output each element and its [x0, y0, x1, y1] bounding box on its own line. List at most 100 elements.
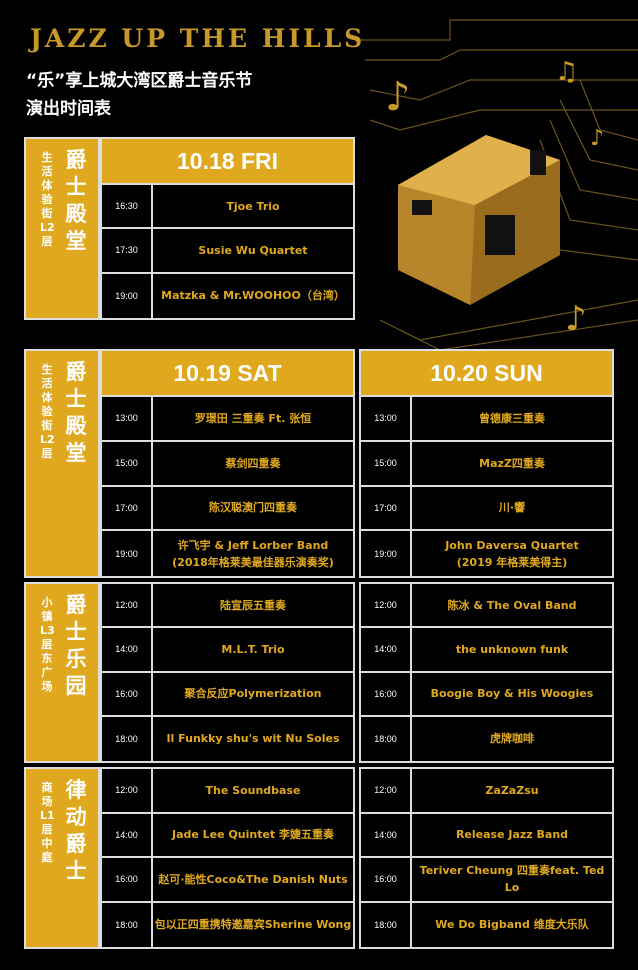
- slot-time: 12:00: [361, 584, 412, 627]
- slot-time: 18:00: [361, 902, 412, 947]
- performer-name: We Do Bigband 维度大乐队: [435, 918, 589, 932]
- slot-time: 15:00: [102, 441, 153, 485]
- slot-time: 14:00: [102, 628, 153, 671]
- slot-time: 16:00: [361, 672, 412, 715]
- slot-time: 17:30: [102, 229, 153, 272]
- schedule-row: 19:00 John Daversa Quartet (2019 年格莱美得主): [361, 531, 612, 576]
- music-note-icons: ♪ ♫ ♪ ♪: [385, 57, 604, 339]
- slot-time: 16:00: [361, 858, 412, 901]
- festival-title: JAZZ UP THE HILLS: [30, 24, 366, 53]
- venue-label: 商场L1层中庭 律动爵士: [24, 767, 100, 949]
- schedule-row: 14:00 Release Jazz Band: [361, 813, 612, 858]
- slot-time: 19:00: [102, 273, 153, 318]
- venue-label: 生活体验街L2层 爵士殿堂: [24, 137, 100, 320]
- slot-time: 18:00: [102, 716, 153, 761]
- slot-time: 14:00: [102, 813, 153, 856]
- slot-time: 19:00: [102, 531, 153, 576]
- slot-time: 17:00: [102, 486, 153, 530]
- svg-text:♪: ♪: [565, 299, 587, 339]
- performer-name: Release Jazz Band: [455, 828, 569, 842]
- schedule-row: 12:00 ZaZaZsu: [361, 769, 612, 814]
- schedule-row: 19:00 Matzka & Mr.WOOHOO（台湾）: [102, 273, 353, 318]
- slot-time: 18:00: [102, 902, 153, 947]
- schedule-row: 12:00 陆宣辰五重奏: [102, 584, 353, 629]
- venue-name: 爵士殿堂: [65, 148, 87, 253]
- schedule-row: 17:00 川·響: [361, 486, 612, 532]
- venue-location: 小镇L3层东广场: [40, 596, 55, 693]
- performer-name: the unknown funk: [455, 642, 569, 656]
- venue-label: 生活体验街L2层 爵士殿堂: [24, 349, 100, 578]
- performer-name: 陈冰 & The Oval Band: [447, 598, 577, 612]
- venue-section: 生活体验街L2层 爵士殿堂 10.18 FRI 16:30 Tjoe Trio 17:30…: [24, 137, 355, 320]
- performer-name: 曾德康三重奏: [479, 411, 545, 425]
- slot-time: 12:00: [102, 584, 153, 627]
- schedule-row: 18:00 虎牌咖啡: [361, 716, 612, 761]
- day-column: 12:00 陆宣辰五重奏 14:00 M.L.T. Trio 16:00 聚合反应Poly…: [100, 582, 355, 763]
- performer-name: Il Funkky shu's wit Nu Soles: [166, 732, 340, 746]
- performer-name: 许飞宇 & Jeff Lorber Band (2018年格莱美最佳器乐演奏奖): [172, 538, 334, 569]
- day-column: 12:00 ZaZaZsu 14:00 Release Jazz Band 16:00 T…: [359, 767, 614, 949]
- slot-time: 16:00: [102, 672, 153, 715]
- schedule-row: 18:00 We Do Bigband 维度大乐队: [361, 902, 612, 947]
- performer-name: 聚合反应Polymerization: [184, 687, 322, 701]
- schedule-row: 19:00 许飞宇 & Jeff Lorber Band (2018年格莱美最佳器…: [102, 531, 353, 576]
- schedule-row: 14:00 M.L.T. Trio: [102, 628, 353, 673]
- venue-name: 爵士殿堂: [65, 360, 87, 465]
- svg-text:♪: ♪: [590, 126, 604, 151]
- performer-name: 陈汉聪澳门四重奏: [209, 501, 297, 515]
- day-header: 10.18 FRI: [102, 139, 353, 185]
- performer-name: Boogie Boy & His Woogies: [430, 687, 594, 701]
- venue-section: 小镇L3层东广场 爵士乐园 12:00 陆宣辰五重奏 14:00 M.L.T. Trio 1…: [24, 582, 615, 763]
- day-column: 10.18 FRI 16:30 Tjoe Trio 17:30 Susie Wu Qua…: [100, 137, 355, 320]
- slot-time: 18:00: [361, 716, 412, 761]
- slot-time: 16:30: [102, 185, 153, 228]
- performer-name: M.L.T. Trio: [221, 642, 285, 656]
- svg-text:♫: ♫: [555, 57, 578, 87]
- schedule-row: 18:00 Il Funkky shu's wit Nu Soles: [102, 716, 353, 761]
- performer-name: 川·響: [498, 501, 526, 515]
- slot-time: 17:00: [361, 486, 412, 530]
- slot-time: 14:00: [361, 813, 412, 856]
- performer-name: The Soundbase: [205, 783, 301, 797]
- schedule-row: 15:00 MazZ四重奏: [361, 441, 612, 487]
- day-column: 10.19 SAT 13:00 罗璟田 三重奏 Ft. 张恒 15:00 蔡剑四重奏 17…: [100, 349, 355, 578]
- slot-time: 13:00: [102, 397, 153, 440]
- schedule-row: 12:00 The Soundbase: [102, 769, 353, 814]
- schedule-row: 16:30 Tjoe Trio: [102, 185, 353, 230]
- venue-name: 律动爵士: [65, 778, 87, 883]
- slot-time: 13:00: [361, 397, 412, 440]
- performer-name: 虎牌咖啡: [490, 732, 534, 746]
- day-header: 10.20 SUN: [361, 351, 612, 397]
- day-header: 10.19 SAT: [102, 351, 353, 397]
- schedule-row: 13:00 罗璟田 三重奏 Ft. 张恒: [102, 397, 353, 442]
- performer-name: ZaZaZsu: [485, 783, 539, 797]
- performer-name: 陆宣辰五重奏: [220, 598, 286, 612]
- performer-name: 赵可·能性Coco&The Danish Nuts: [158, 872, 348, 886]
- slot-time: 19:00: [361, 531, 412, 576]
- venue-location: 生活体验街L2层: [40, 151, 55, 248]
- svg-text:♪: ♪: [385, 74, 411, 120]
- schedule-row: 17:30 Susie Wu Quartet: [102, 229, 353, 274]
- performer-name: Jade Lee Quintet 李婕五重奏: [171, 828, 335, 842]
- day-column: 12:00 The Soundbase 14:00 Jade Lee Quintet …: [100, 767, 355, 949]
- performer-name: Teriver Cheung 四重奏feat. Ted Lo: [419, 864, 605, 895]
- schedule-row: 18:00 包以正四重携特邀嘉宾Sherine Wong: [102, 902, 353, 947]
- slot-time: 15:00: [361, 441, 412, 485]
- venue-label: 小镇L3层东广场 爵士乐园: [24, 582, 100, 763]
- venue-section: 生活体验街L2层 爵士殿堂 10.19 SAT 13:00 罗璟田 三重奏 Ft. 张恒…: [24, 349, 615, 578]
- schedule-row: 16:00 聚合反应Polymerization: [102, 672, 353, 717]
- schedule-row: 16:00 Boogie Boy & His Woogies: [361, 672, 612, 717]
- performer-name: 包以正四重携特邀嘉宾Sherine Wong: [154, 918, 352, 932]
- slot-time: 12:00: [361, 769, 412, 812]
- venue-section: 商场L1层中庭 律动爵士 12:00 The Soundbase 14:00 Jade L…: [24, 767, 615, 949]
- performer-name: 罗璟田 三重奏 Ft. 张恒: [194, 411, 312, 425]
- venue-location: 生活体验街L2层: [40, 363, 55, 460]
- slot-time: 16:00: [102, 858, 153, 901]
- performer-name: John Daversa Quartet (2019 年格莱美得主): [445, 538, 579, 569]
- day-column: 10.20 SUN 13:00 曾德康三重奏 15:00 MazZ四重奏 17:00 川·響…: [359, 349, 614, 578]
- slot-time: 14:00: [361, 628, 412, 671]
- schedule-row: 16:00 Teriver Cheung 四重奏feat. Ted Lo: [361, 858, 612, 903]
- performer-name: Susie Wu Quartet: [198, 243, 308, 257]
- subtitle-line1: “乐”享上城大湾区爵士音乐节: [26, 71, 253, 91]
- performer-name: 蔡剑四重奏: [225, 456, 281, 470]
